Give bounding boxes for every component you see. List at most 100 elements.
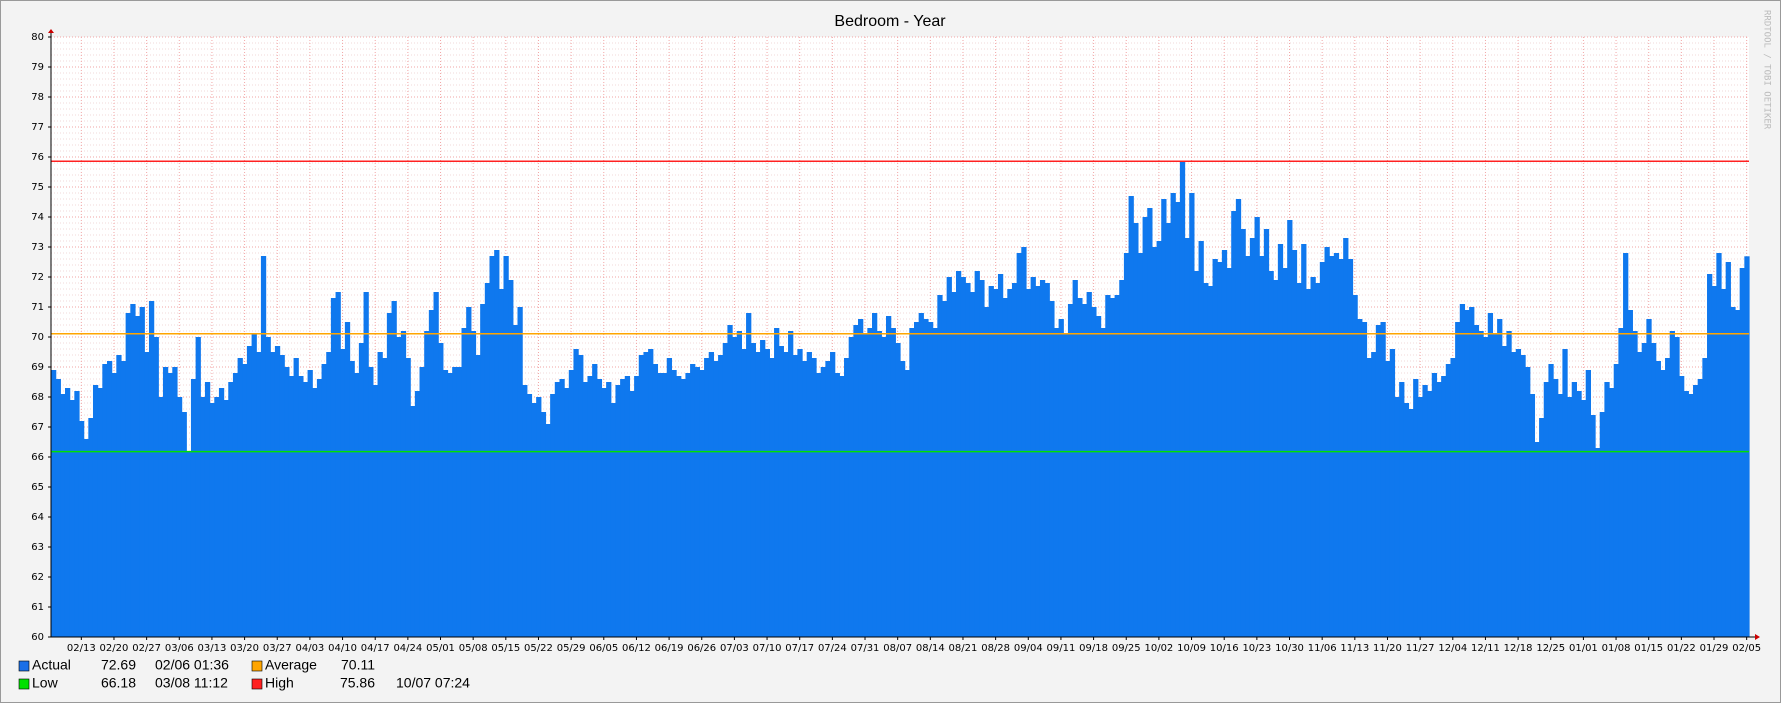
area-bar (1641, 343, 1647, 637)
area-bar (960, 277, 966, 637)
y-tick-label: 65 (31, 482, 44, 493)
area-bar (876, 331, 882, 637)
y-tick-label: 72 (31, 272, 44, 283)
area-bar (704, 358, 710, 637)
area-bar (764, 349, 770, 637)
area-bar (802, 361, 808, 637)
area-bar (209, 403, 215, 637)
area-bar (694, 367, 701, 637)
area-bar (825, 361, 831, 637)
area-bar (218, 388, 225, 637)
x-tick-label: 11/27 (1406, 643, 1435, 654)
area-bar (125, 313, 131, 637)
area-bar (1039, 280, 1046, 637)
area-bar (139, 307, 145, 637)
area-bar (498, 289, 505, 637)
area-bar (475, 355, 481, 637)
area-bar (1119, 280, 1125, 637)
legend-time: 10/07 07:24 (396, 675, 470, 691)
area-bar (1179, 161, 1186, 637)
area-bar (969, 292, 976, 637)
area-bar (456, 367, 463, 637)
area-bar (1221, 250, 1228, 637)
y-tick-label: 77 (31, 122, 44, 133)
area-bar (848, 337, 854, 637)
area-bar (102, 364, 108, 637)
area-bar (1394, 397, 1400, 637)
area-bar (760, 340, 766, 637)
area-bar (1506, 331, 1512, 637)
area-bar (270, 352, 276, 637)
area-bar (1431, 373, 1438, 637)
area-bar (442, 370, 449, 637)
area-bar (1618, 328, 1624, 637)
area-bar (676, 376, 682, 637)
x-tick-label: 06/12 (622, 643, 651, 654)
area-bar (1730, 307, 1736, 637)
area-bar (1319, 262, 1326, 637)
area-bar (1655, 361, 1661, 637)
y-tick-label: 61 (31, 602, 44, 613)
area-bar (932, 328, 938, 637)
area-bar (1403, 403, 1410, 637)
area-bar (1623, 253, 1629, 637)
area-bar (144, 352, 150, 637)
area-bar (1277, 244, 1284, 637)
area-bar (1282, 268, 1288, 637)
area-bar (746, 313, 752, 637)
x-tick-label: 11/13 (1340, 643, 1369, 654)
area-bar (1310, 277, 1316, 637)
x-tick-label: 10/16 (1210, 643, 1239, 654)
area-bar (965, 283, 971, 637)
area-bar (377, 352, 383, 637)
area-bar (1137, 253, 1144, 637)
area-bar (438, 343, 444, 637)
area-bar (1632, 331, 1638, 637)
area-bar (368, 367, 374, 637)
area-bar (279, 355, 285, 637)
area-bar (265, 337, 271, 637)
area-bar (1189, 193, 1195, 637)
area-bar (1529, 394, 1536, 637)
y-tick-label: 67 (31, 422, 44, 433)
x-tick-label: 03/27 (263, 643, 292, 654)
area-bar (1711, 286, 1717, 637)
area-bar (396, 337, 402, 637)
area-bar (1716, 253, 1722, 637)
area-bar (69, 400, 75, 637)
y-tick-label: 79 (31, 62, 44, 73)
area-bar (1268, 271, 1274, 637)
area-bar (844, 358, 850, 637)
area-bar (1525, 367, 1531, 637)
area-bar (1534, 442, 1540, 637)
area-bar (1581, 400, 1587, 637)
area-bar (1492, 334, 1498, 637)
x-tick-label: 08/21 (949, 643, 978, 654)
area-bar (1469, 307, 1475, 637)
area-bar (955, 271, 962, 637)
area-bar (1305, 289, 1312, 637)
area-bar (503, 256, 509, 637)
area-bar (638, 355, 645, 637)
y-tick-label: 68 (31, 392, 44, 403)
area-bar (344, 322, 351, 637)
area-bar (1184, 238, 1190, 637)
area-bar (1436, 382, 1442, 637)
area-bar (923, 319, 929, 637)
x-tick-label: 12/25 (1536, 643, 1565, 654)
area-bar (1441, 376, 1447, 637)
area-bar (741, 349, 747, 637)
x-tick-label: 09/25 (1112, 643, 1141, 654)
x-tick-label: 07/17 (785, 643, 814, 654)
area-bar (204, 382, 211, 637)
area-bar (918, 313, 924, 637)
area-bar (750, 343, 756, 637)
area-bar (1679, 376, 1685, 637)
chart-title: Bedroom - Year (834, 13, 946, 30)
x-tick-label: 10/09 (1177, 643, 1206, 654)
area-bar (130, 304, 136, 637)
area-bar (993, 289, 999, 637)
y-tick-label: 76 (31, 152, 44, 163)
area-bar (405, 358, 411, 637)
